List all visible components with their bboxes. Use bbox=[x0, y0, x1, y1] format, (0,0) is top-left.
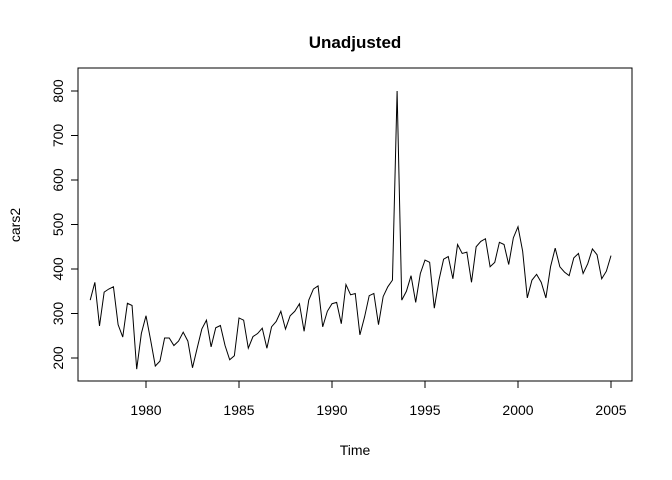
chart-title: Unadjusted bbox=[309, 33, 402, 52]
plot-frame bbox=[77, 67, 633, 382]
x-tick-label: 1990 bbox=[316, 402, 347, 418]
y-tick-label: 200 bbox=[50, 346, 66, 370]
x-tick-label: 1995 bbox=[409, 402, 440, 418]
y-tick-label: 400 bbox=[50, 257, 66, 281]
y-tick-label: 600 bbox=[50, 168, 66, 192]
x-axis-label: Time bbox=[340, 442, 371, 458]
y-tick-label: 700 bbox=[50, 124, 66, 148]
y-tick-label: 300 bbox=[50, 302, 66, 326]
x-tick-label: 2005 bbox=[595, 402, 626, 418]
series-line-cars2 bbox=[89, 90, 612, 370]
x-tick-label: 1980 bbox=[130, 402, 161, 418]
y-axis: 200 300 400 500 600 700 800 bbox=[50, 79, 79, 370]
x-axis: 1980 1985 1990 1995 2000 2005 bbox=[130, 380, 627, 418]
x-tick-label: 1985 bbox=[223, 402, 254, 418]
y-tick-label: 500 bbox=[50, 213, 66, 237]
y-axis-label: cars2 bbox=[7, 208, 23, 242]
y-tick-label: 800 bbox=[50, 79, 66, 103]
x-tick-label: 2000 bbox=[502, 402, 533, 418]
